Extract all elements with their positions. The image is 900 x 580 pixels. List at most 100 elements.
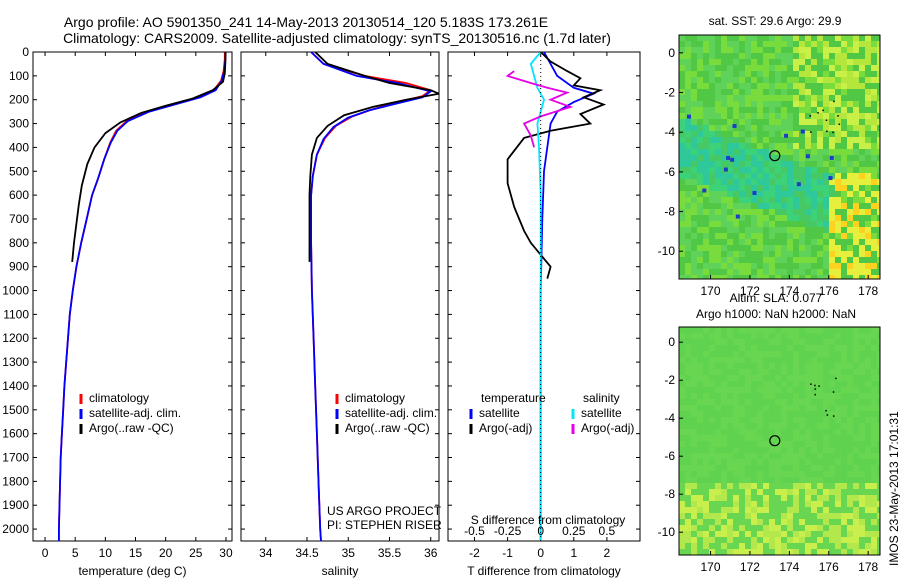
sst-map-cell	[805, 65, 811, 71]
sla-map-cell	[787, 351, 793, 357]
sst-map-cell	[793, 257, 799, 263]
sla-map-cell	[715, 513, 721, 519]
sst-map-cell	[763, 269, 769, 275]
sla-map-cell	[811, 381, 817, 387]
difference-series-0-line	[539, 52, 597, 541]
sst-map-cell	[781, 239, 787, 245]
sst-map-ytick-label: -4	[664, 125, 675, 139]
sla-map-cell	[799, 483, 805, 489]
sst-map-cell	[865, 137, 871, 143]
sst-map-cell	[775, 239, 781, 245]
sst-map-cell	[865, 155, 871, 161]
sst-map-cell	[703, 173, 709, 179]
sst-map-cell	[739, 125, 745, 131]
sst-map-cell	[787, 71, 793, 77]
sst-map-cell	[739, 89, 745, 95]
sla-map-cell	[811, 363, 817, 369]
sla-map-cell	[799, 405, 805, 411]
sst-map-cell	[709, 65, 715, 71]
sla-map-cell	[757, 417, 763, 423]
sla-map-cell	[721, 501, 727, 507]
sst-map-cell	[727, 251, 733, 257]
sst-map-cell	[721, 59, 727, 65]
sst-map-cell	[835, 53, 841, 59]
sst-map-cell	[691, 125, 697, 131]
sst-map-cell	[757, 89, 763, 95]
sst-map-cell	[793, 173, 799, 179]
sst-map-cell	[763, 41, 769, 47]
sla-map-cell	[775, 429, 781, 435]
sla-map-cell	[721, 537, 727, 543]
sla-map-cell	[811, 477, 817, 483]
sst-map-cell	[763, 77, 769, 83]
sst-map-cell	[799, 41, 805, 47]
sst-map-cell	[697, 245, 703, 251]
sla-map-cell	[697, 369, 703, 375]
sst-map-cell	[703, 251, 709, 257]
sst-map-cell	[805, 221, 811, 227]
sla-map-cell	[733, 381, 739, 387]
sst-map-cell	[853, 53, 859, 59]
sst-map-cell	[829, 173, 835, 179]
sla-map-cell	[739, 447, 745, 453]
sst-map-cell	[751, 215, 757, 221]
sla-map-cell	[847, 501, 853, 507]
sla-map-cell	[811, 447, 817, 453]
sst-map-cell	[751, 95, 757, 101]
sla-map-cell	[739, 507, 745, 513]
sst-map-cell	[805, 191, 811, 197]
sla-map-ytick-label: -4	[664, 411, 675, 425]
sst-map-cell	[853, 203, 859, 209]
sla-map-cell	[835, 399, 841, 405]
difference-s-tick-label: 0	[537, 524, 544, 538]
sst-map-cell	[685, 173, 691, 179]
sla-map-cell	[703, 333, 709, 339]
sst-map-cell	[745, 227, 751, 233]
sst-map-cell	[721, 77, 727, 83]
sla-map-cell	[871, 549, 877, 555]
sla-map-cell	[679, 531, 685, 537]
sla-map-cell	[805, 351, 811, 357]
sla-map-cell	[811, 453, 817, 459]
sla-map-cell	[823, 369, 829, 375]
sst-map-cell	[829, 89, 835, 95]
sla-map-cell	[715, 501, 721, 507]
sst-map-cell	[721, 185, 727, 191]
sst-map-cell	[805, 83, 811, 89]
sla-map-cell	[865, 447, 871, 453]
sla-map-cell	[823, 327, 829, 333]
sst-map-cell	[799, 107, 805, 113]
sst-map-cell	[853, 119, 859, 125]
sst-map-cell	[745, 107, 751, 113]
sst-map-cell	[847, 209, 853, 215]
sla-map-cell	[745, 489, 751, 495]
sla-map-cell	[829, 489, 835, 495]
sla-map-cell	[697, 549, 703, 555]
sla-map-cell	[847, 441, 853, 447]
sla-map-cell	[805, 357, 811, 363]
sla-map-cell	[853, 333, 859, 339]
sla-map-cell	[829, 465, 835, 471]
sla-map-cell	[751, 369, 757, 375]
sla-map-cell	[805, 513, 811, 519]
sla-map-cell	[793, 513, 799, 519]
sst-map-cell	[805, 131, 811, 137]
sst-map-cell	[733, 263, 739, 269]
sst-map-cell	[853, 35, 859, 41]
sla-map-cell	[709, 465, 715, 471]
sst-map-cell	[727, 89, 733, 95]
sst-map-cell	[709, 245, 715, 251]
sst-map-cell	[841, 173, 847, 179]
sla-map-cell	[793, 399, 799, 405]
sla-map-cell	[685, 489, 691, 495]
sla-map-cell	[859, 471, 865, 477]
sst-map-cell	[877, 131, 880, 137]
sst-map-cell	[841, 215, 847, 221]
sst-map-cell	[715, 53, 721, 59]
sla-map-cell	[787, 543, 793, 549]
sla-map-cell	[811, 357, 817, 363]
sst-map-cell	[817, 101, 823, 107]
sla-map-cell	[841, 489, 847, 495]
sst-map-cell	[811, 41, 817, 47]
sst-map-cell	[715, 251, 721, 257]
